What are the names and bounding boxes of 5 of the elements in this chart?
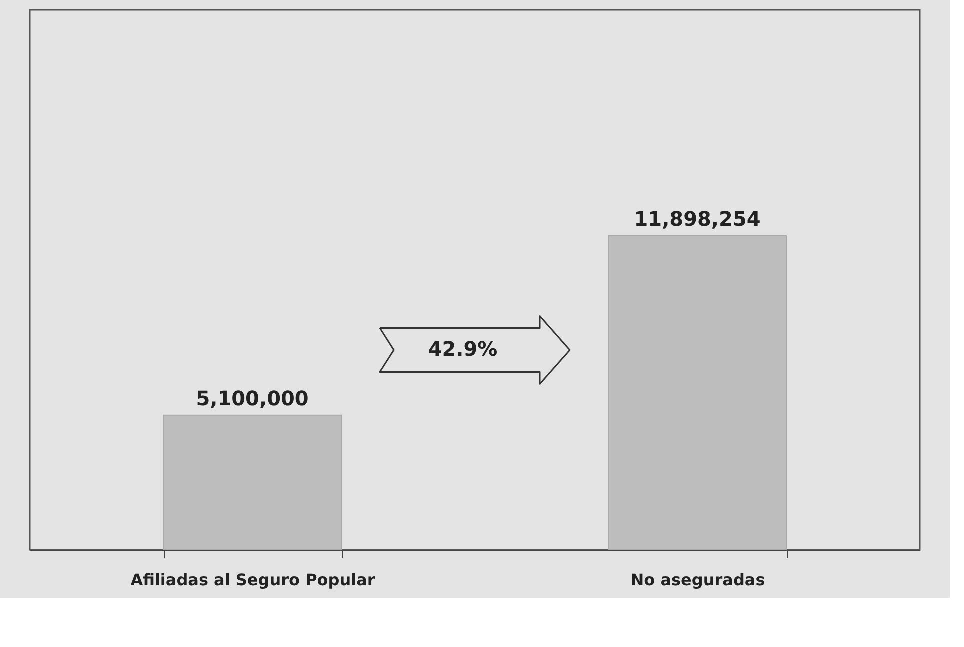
data-label: 11,898,254 xyxy=(634,207,761,232)
data-label: 5,100,000 xyxy=(196,386,309,410)
x-tick-label: No aseguradas xyxy=(630,570,766,590)
annotation: 42.9% xyxy=(428,337,498,362)
x-tick-label: Afiliadas al Seguro Popular xyxy=(130,570,376,590)
